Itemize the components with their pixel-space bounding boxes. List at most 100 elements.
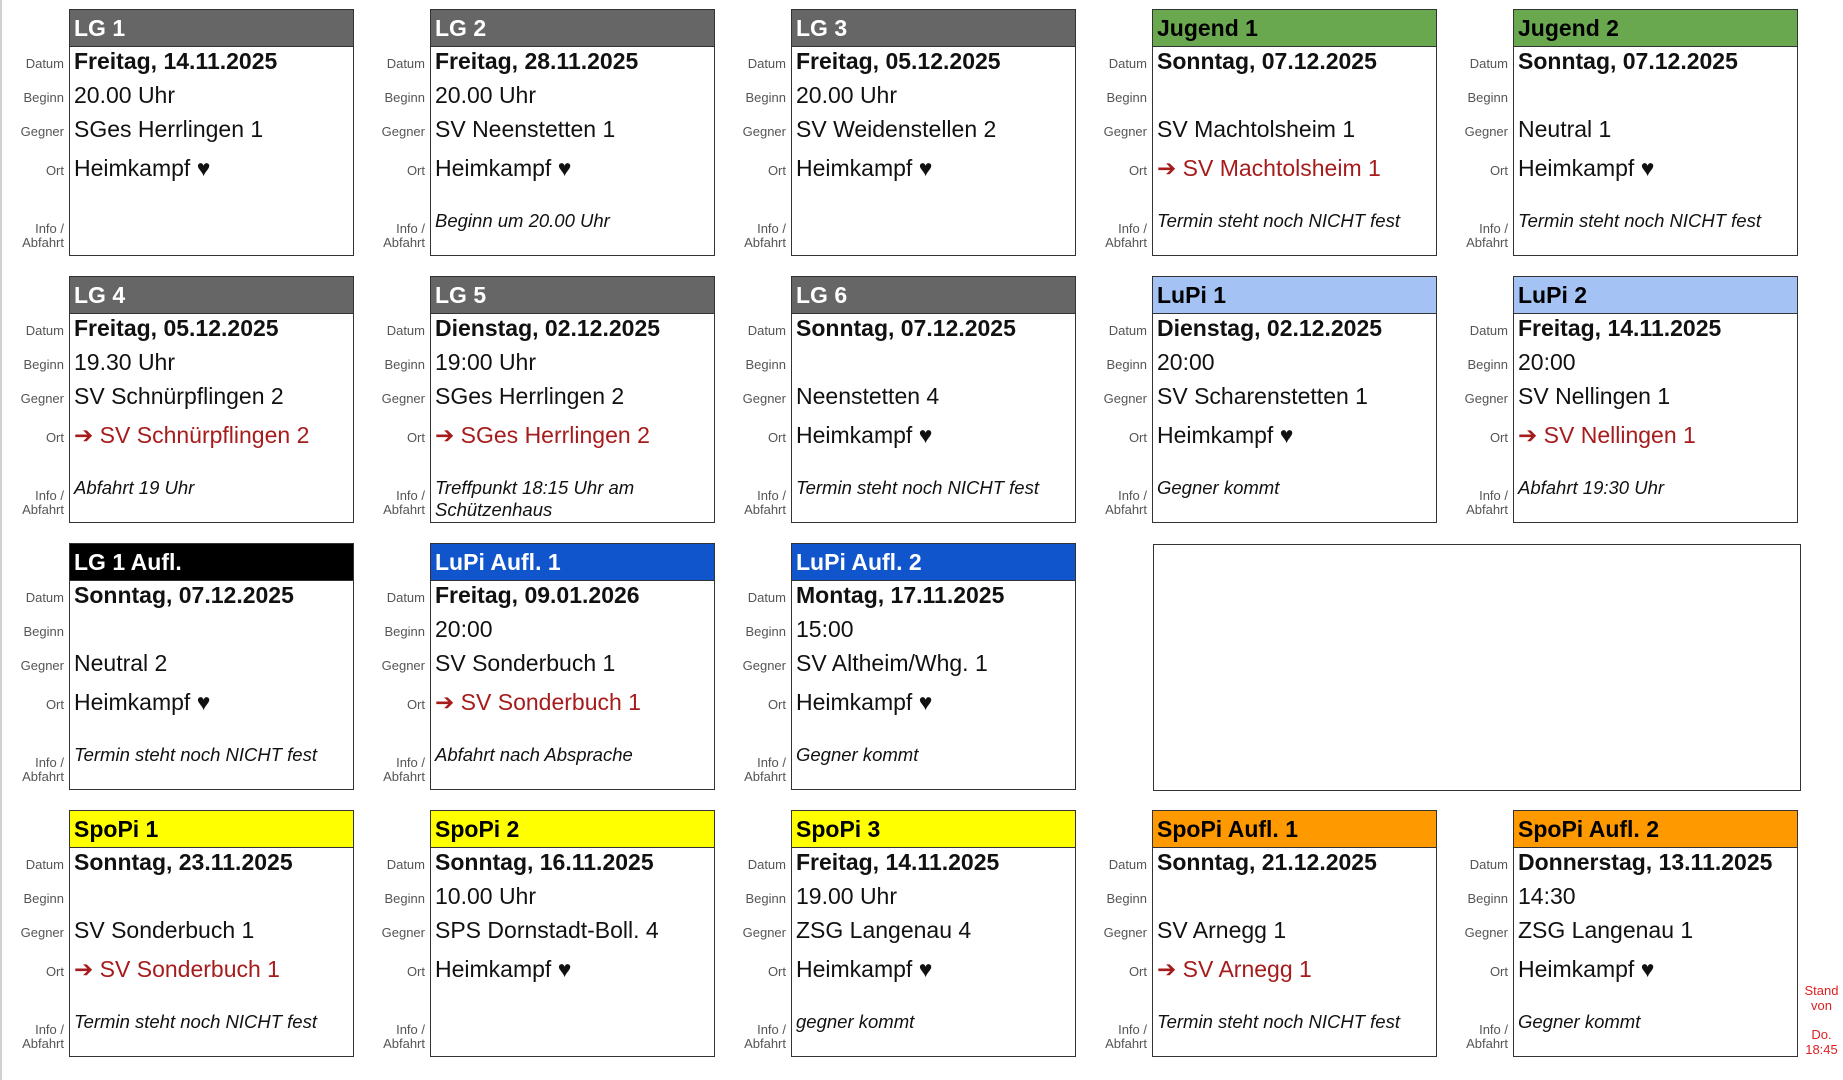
field-label: Abfahrt	[383, 235, 425, 250]
field-label: Info /	[35, 488, 64, 503]
match-beginn: 19:00 Uhr	[435, 349, 537, 375]
field-label: Beginn	[745, 624, 786, 639]
field-label: Datum	[1108, 323, 1147, 338]
field-label: Gegner	[381, 124, 425, 139]
match-card-slot: Datum Beginn Gegner Ort Info / Abfahrt SpoPi A…	[1083, 810, 1437, 1059]
field-labels: Datum Beginn Gegner Ort Info / Abfahrt	[361, 810, 427, 1059]
field-label: Gegner	[381, 391, 425, 406]
match-card-slot: Datum Beginn Gegner Ort Info / Abfahrt SpoPi 3…	[722, 810, 1076, 1059]
match-card-slot: Datum Beginn Gegner Ort Info / Abfahrt LG 6 Son…	[722, 276, 1076, 525]
field-label: Ort	[1489, 964, 1508, 979]
match-ort: ➔ SV Nellingen 1	[1518, 422, 1696, 448]
team-header: SpoPi 1	[70, 811, 353, 848]
match-card: LG 1 Aufl. Sonntag, 07.12.2025 Neutral 2 He…	[69, 543, 354, 790]
match-card-slot: Datum Beginn Gegner Ort Info / Abfahrt LG 3 Fre…	[722, 9, 1076, 258]
field-label: Info /	[1118, 221, 1147, 236]
match-card: SpoPi 3 Freitag, 14.11.2025 19.00 Uhr ZSG L…	[791, 810, 1076, 1057]
match-info: Termin steht noch NICHT fest	[1518, 210, 1761, 231]
field-label: Ort	[45, 964, 64, 979]
field-label: Ort	[767, 964, 786, 979]
team-header: LuPi 1	[1153, 277, 1436, 314]
field-label: Info /	[1118, 1022, 1147, 1037]
field-label: Abfahrt	[1105, 235, 1147, 250]
match-info: Termin steht noch NICHT fest	[74, 1011, 317, 1032]
team-header: LG 1	[70, 10, 353, 47]
stand-line: Do.	[1811, 1027, 1832, 1042]
field-labels: Datum Beginn Gegner Ort Info / Abfahrt	[361, 9, 427, 258]
field-label: Info /	[757, 221, 786, 236]
field-label: Beginn	[1106, 357, 1147, 372]
field-label: Info /	[1479, 1022, 1508, 1037]
match-beginn: 20.00 Uhr	[435, 82, 537, 108]
team-header: LG 5	[431, 277, 714, 314]
team-header: LG 3	[792, 10, 1075, 47]
match-ort: Heimkampf ♥	[1518, 956, 1655, 982]
field-labels: Datum Beginn Gegner Ort Info / Abfahrt	[1444, 9, 1510, 258]
field-labels: Datum Beginn Gegner Ort Info / Abfahrt	[0, 810, 66, 1059]
match-gegner: SV Schnürpflingen 2	[74, 383, 284, 409]
match-info: Beginn um 20.00 Uhr	[435, 210, 610, 231]
team-header: LuPi Aufl. 2	[792, 544, 1075, 581]
field-label: Gegner	[1103, 391, 1147, 406]
team-header: Jugend 1	[1153, 10, 1436, 47]
match-info: Termin steht noch NICHT fest	[1157, 210, 1400, 231]
match-datum: Sonntag, 07.12.2025	[74, 582, 294, 608]
field-labels: Datum Beginn Gegner Ort Info / Abfahrt	[722, 9, 788, 258]
field-labels: Datum Beginn Gegner Ort Info / Abfahrt	[722, 543, 788, 792]
match-card: LG 6 Sonntag, 07.12.2025 Neenstetten 4 Heim…	[791, 276, 1076, 523]
field-label: Datum	[747, 323, 786, 338]
field-label: Abfahrt	[22, 1036, 64, 1051]
match-card: SpoPi Aufl. 1 Sonntag, 21.12.2025 SV Arneg…	[1152, 810, 1437, 1057]
match-datum: Sonntag, 16.11.2025	[435, 849, 654, 875]
match-card: Jugend 2 Sonntag, 07.12.2025 Neutral 1 Heim…	[1513, 9, 1798, 256]
field-label: Ort	[1489, 163, 1508, 178]
field-labels: Datum Beginn Gegner Ort Info / Abfahrt	[1444, 810, 1510, 1059]
field-label: Ort	[406, 697, 425, 712]
match-card-slot: Datum Beginn Gegner Ort Info / Abfahrt SpoPi 1…	[0, 810, 354, 1059]
match-datum: Montag, 17.11.2025	[796, 582, 1005, 608]
match-beginn: 15:00	[796, 616, 854, 642]
match-card: Jugend 1 Sonntag, 07.12.2025 SV Machtolshe…	[1152, 9, 1437, 256]
field-label: Beginn	[745, 891, 786, 906]
match-ort: ➔ SV Schnürpflingen 2	[74, 422, 310, 448]
field-label: Info /	[396, 1022, 425, 1037]
field-label: Beginn	[1106, 90, 1147, 105]
match-card: LuPi Aufl. 2 Montag, 17.11.2025 15:00 SV Al…	[791, 543, 1076, 790]
field-label: Beginn	[23, 891, 64, 906]
match-card: LG 2 Freitag, 28.11.2025 20.00 Uhr SV Neens…	[430, 9, 715, 256]
team-header: SpoPi Aufl. 2	[1514, 811, 1797, 848]
field-label: Gegner	[20, 658, 64, 673]
match-info: Abfahrt 19 Uhr	[74, 477, 195, 498]
field-label: Ort	[1128, 430, 1147, 445]
field-label: Info /	[35, 1022, 64, 1037]
field-label: Info /	[1118, 488, 1147, 503]
match-gegner: SV Neenstetten 1	[435, 116, 616, 142]
match-gegner: ZSG Langenau 4	[796, 917, 972, 943]
match-info: Termin steht noch NICHT fest	[796, 477, 1039, 498]
field-label: Abfahrt	[744, 769, 786, 784]
match-datum: Sonntag, 21.12.2025	[1157, 849, 1377, 875]
match-card: SpoPi Aufl. 2 Donnerstag, 13.11.2025 14:30…	[1513, 810, 1798, 1057]
field-label: Info /	[1479, 221, 1508, 236]
match-ort: Heimkampf ♥	[435, 956, 572, 982]
field-label: Ort	[406, 163, 425, 178]
stand-line: 18:45	[1805, 1042, 1838, 1057]
field-label: Gegner	[381, 925, 425, 940]
match-ort: Heimkampf ♥	[796, 956, 933, 982]
match-gegner: SV Scharenstetten 1	[1157, 383, 1368, 409]
match-ort: ➔ SGes Herrlingen 2	[435, 422, 650, 448]
team-header: SpoPi 3	[792, 811, 1075, 848]
match-card: LuPi Aufl. 1 Freitag, 09.01.2026 20:00 SV S…	[430, 543, 715, 790]
match-ort: Heimkampf ♥	[796, 422, 933, 448]
match-datum: Freitag, 14.11.2025	[1518, 315, 1722, 341]
field-labels: Datum Beginn Gegner Ort Info / Abfahrt	[361, 276, 427, 525]
team-header: LG 1 Aufl.	[70, 544, 353, 581]
field-label: Datum	[25, 56, 64, 71]
field-label: Abfahrt	[1105, 502, 1147, 517]
match-info: Gegner kommt	[1157, 477, 1280, 498]
team-header: LG 2	[431, 10, 714, 47]
field-labels: Datum Beginn Gegner Ort Info / Abfahrt	[1083, 276, 1149, 525]
match-beginn: 20:00	[1518, 349, 1576, 375]
